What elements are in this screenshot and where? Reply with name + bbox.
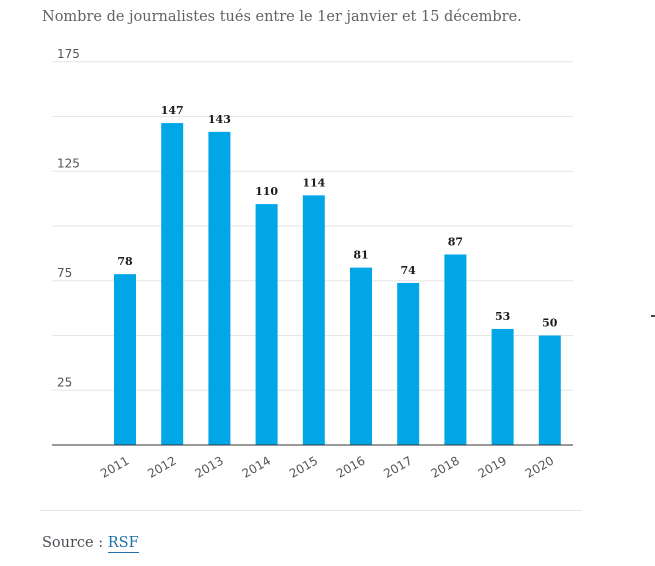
bar-2014 <box>255 204 278 445</box>
bar-2018 <box>444 254 467 445</box>
data-labels: 78 147 143 110 114 81 74 87 53 50 <box>117 104 557 329</box>
x-tick-label-2020: 2020 <box>523 453 556 480</box>
bars <box>114 123 561 445</box>
data-label-2011: 78 <box>117 255 133 268</box>
source-link[interactable]: RSF <box>107 535 139 553</box>
bar-2012 <box>161 123 184 445</box>
data-label-2016: 81 <box>353 249 368 262</box>
edge-mark <box>651 315 655 317</box>
source-label: Source : <box>42 535 108 551</box>
y-tick-label: 175 <box>57 47 80 61</box>
data-label-2014: 110 <box>255 185 278 198</box>
x-tick-label-2014: 2014 <box>240 453 273 480</box>
data-label-2019: 53 <box>495 310 510 323</box>
data-label-2012: 147 <box>161 104 184 117</box>
bar-2015 <box>302 195 325 445</box>
y-axis-ticks: 25 75 125 175 <box>57 47 80 390</box>
data-label-2018: 87 <box>448 235 463 248</box>
data-label-2017: 74 <box>401 264 417 277</box>
x-axis-ticks: 2011 2012 2013 2014 2015 2016 2017 2018 2019 2020 <box>98 453 556 480</box>
chart-title: Nombre de journalistes tués entre le 1er… <box>42 9 522 25</box>
bar-chart: 25 75 125 175 78 147 143 110 114 81 74 87 53 50 2011… <box>52 47 573 481</box>
bar-2019 <box>491 328 514 445</box>
x-tick-label-2016: 2016 <box>334 453 367 480</box>
x-tick-label-2015: 2015 <box>287 453 320 480</box>
source-line: Source : RSF <box>42 535 139 553</box>
x-tick-label-2017: 2017 <box>381 453 414 480</box>
bar-2013 <box>208 131 231 445</box>
y-tick-label: 25 <box>57 375 72 389</box>
data-label-2013: 143 <box>208 113 231 126</box>
bar-2016 <box>350 267 372 445</box>
bar-2017 <box>397 282 420 445</box>
divider <box>40 510 582 511</box>
bar-2011 <box>114 274 136 445</box>
x-tick-label-2011: 2011 <box>98 453 131 480</box>
bar-2020 <box>538 335 561 445</box>
x-tick-label-2012: 2012 <box>145 453 178 480</box>
x-tick-label-2013: 2013 <box>192 453 225 480</box>
data-label-2020: 50 <box>542 317 558 330</box>
x-tick-label-2018: 2018 <box>428 453 461 480</box>
y-tick-label: 125 <box>57 156 80 170</box>
x-tick-label-2019: 2019 <box>476 453 509 480</box>
data-label-2015: 114 <box>302 176 325 189</box>
y-tick-label: 75 <box>57 266 72 280</box>
